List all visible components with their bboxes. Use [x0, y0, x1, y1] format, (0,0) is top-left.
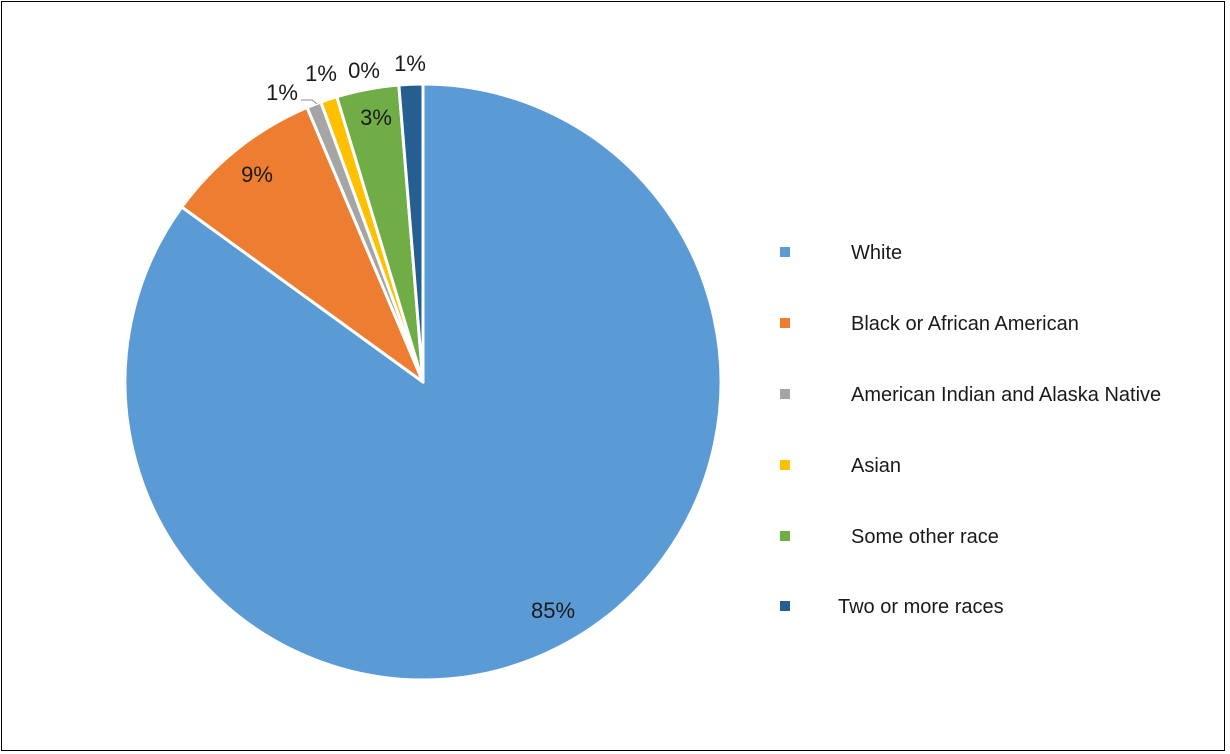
legend-label-asian: Asian — [851, 455, 901, 477]
pie-slice-two-or-more-races — [397, 82, 425, 384]
legend-label-white: White — [851, 242, 902, 264]
pie-slices — [123, 82, 723, 682]
legend-swatch-black — [780, 318, 790, 328]
leader-line — [301, 99, 318, 105]
data-label-white: 85% — [531, 598, 575, 623]
legend-label-black: Black or African American — [851, 313, 1079, 335]
legend-swatch-asian — [780, 460, 790, 470]
legend-swatch-white — [780, 247, 790, 257]
data-label-extra: 0% — [348, 58, 380, 83]
legend-label-american-indian: American Indian and Alaska Native — [851, 384, 1161, 406]
data-label-two-or-more: 1% — [394, 51, 426, 76]
legend-label-some-other-race: Some other race — [851, 526, 999, 548]
data-label-black: 9% — [241, 162, 273, 187]
legend-swatch-some-other-race — [780, 531, 790, 541]
data-label-american-indian: 1% — [266, 80, 298, 105]
legend-swatch-american-indian — [780, 389, 790, 399]
pie-slice-black-or-african-american — [180, 105, 425, 384]
legend: White Black or African American American… — [780, 242, 1161, 618]
legend-label-two-or-more: Two or more races — [838, 596, 1004, 618]
legend-swatch-two-or-more — [780, 601, 790, 611]
data-label-asian: 1% — [305, 61, 337, 86]
data-label-some-other-race: 3% — [360, 105, 392, 130]
